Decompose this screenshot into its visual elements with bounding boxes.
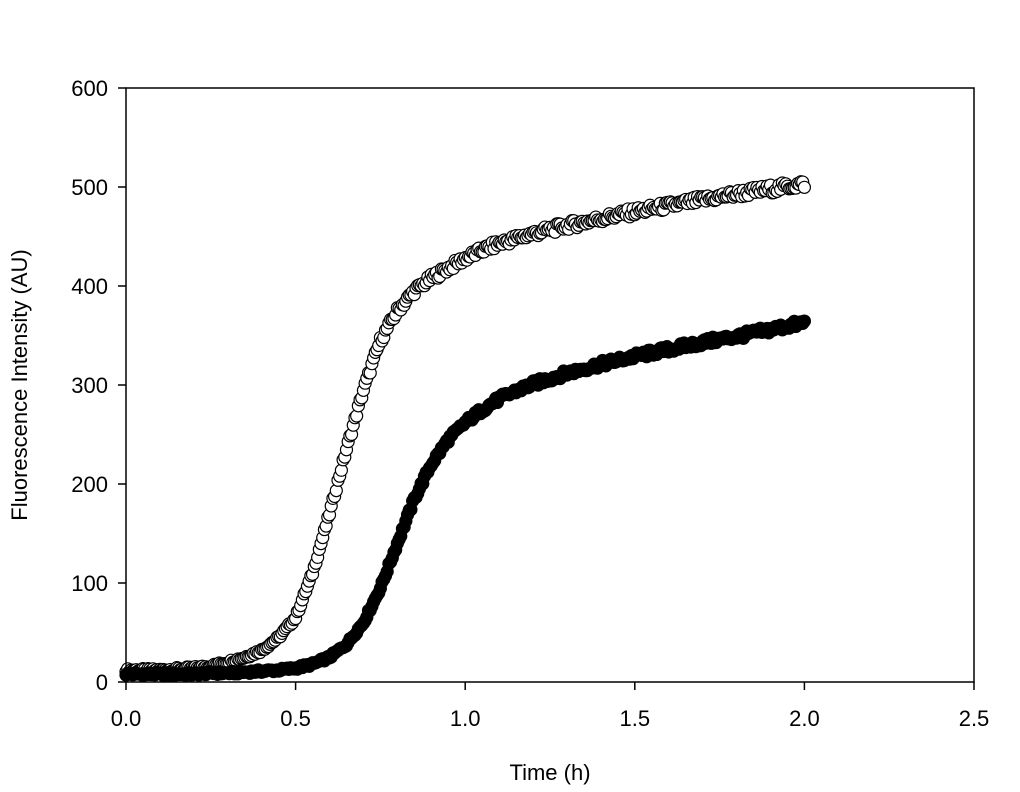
y-tick-label: 0 bbox=[96, 670, 108, 695]
x-tick-label: 0.5 bbox=[280, 706, 311, 731]
x-tick-label: 2.0 bbox=[789, 706, 820, 731]
y-tick-label: 500 bbox=[71, 175, 108, 200]
y-tick-label: 400 bbox=[71, 274, 108, 299]
series-1 bbox=[119, 314, 812, 683]
x-tick-label: 0.0 bbox=[111, 706, 142, 731]
y-tick-label: 300 bbox=[71, 373, 108, 398]
y-tick-label: 600 bbox=[71, 76, 108, 101]
x-tick-label: 2.5 bbox=[959, 706, 990, 731]
y-axis-title: Fluorescence Intensity (AU) bbox=[7, 249, 32, 520]
x-tick-label: 1.5 bbox=[620, 706, 651, 731]
data-point bbox=[797, 314, 812, 328]
data-point bbox=[797, 180, 812, 194]
y-tick-label: 100 bbox=[71, 571, 108, 596]
axis-layer: 0.0 0.5 1.0 1.5 2.0 2.5 0 100 200 300 400 500 600 bbox=[71, 76, 989, 731]
y-tick-label: 200 bbox=[71, 472, 108, 497]
series-layer bbox=[119, 175, 812, 683]
x-tick-label: 1.0 bbox=[450, 706, 481, 731]
x-axis-title: Time (h) bbox=[509, 760, 590, 785]
